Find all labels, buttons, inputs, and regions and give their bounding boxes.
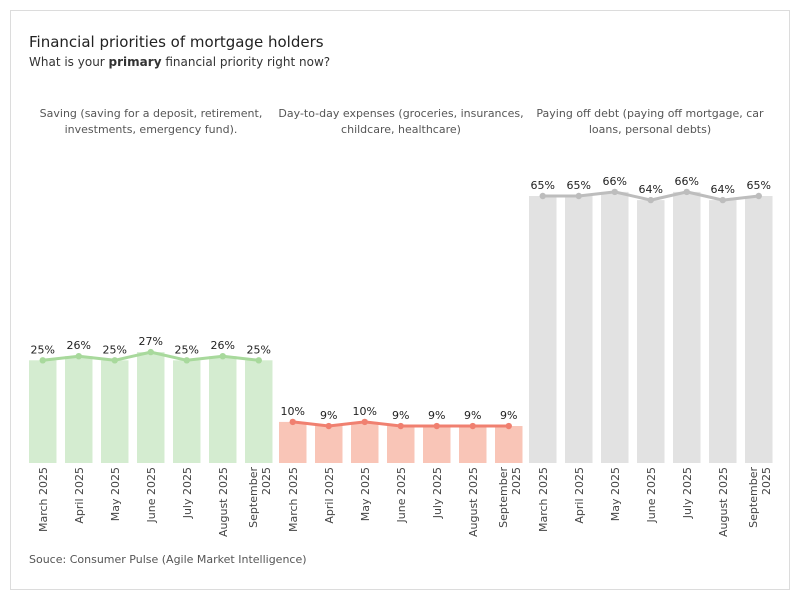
point-expenses-april-2025 [325,422,332,430]
bar-debt-september-2025 [745,196,773,463]
point-expenses-may-2025 [361,418,368,426]
chart-frame [10,10,790,590]
data-label-debt-august-2025: 64% [711,183,735,196]
data-label-debt-march-2025: 65% [531,179,555,192]
bar-debt-may-2025 [601,191,629,463]
data-label-saving-may-2025: 25% [103,343,127,356]
bar-saving-june-2025 [137,352,165,463]
data-label-expenses-july-2025: 9% [428,409,445,422]
bar-saving-september-2025 [245,360,273,463]
data-label-expenses-august-2025: 9% [464,409,481,422]
bar-expenses-july-2025 [423,426,451,463]
subtitle-bold: primary [108,55,162,69]
x-tick-label-saving-july-2025: July 2025 [181,467,194,519]
point-saving-september-2025 [255,357,262,364]
x-tick-label-debt-march-2025: March 2025 [537,467,550,532]
x-tick-label-saving-august-2025: August 2025 [217,467,230,537]
x-tick-label-debt-june-2025: June 2025 [645,467,658,523]
data-label-debt-june-2025: 64% [639,183,663,196]
bar-debt-august-2025 [709,200,737,463]
bar-debt-july-2025 [673,191,701,463]
x-tick-label-debt-april-2025: April 2025 [573,467,586,524]
bar-expenses-september-2025 [495,426,523,463]
x-tick-label-debt-september-2025: September2025 [747,467,773,528]
data-label-expenses-march-2025: 10% [281,405,305,418]
data-label-debt-july-2025: 66% [675,175,699,188]
panel-header-debt: Paying off debt (paying off mortgage, ca… [536,107,764,136]
point-saving-may-2025 [111,357,118,364]
point-debt-march-2025 [539,192,546,200]
x-tick-label-expenses-may-2025: May 2025 [359,467,372,521]
point-saving-august-2025 [219,353,226,360]
x-tick-label-expenses-june-2025: June 2025 [395,467,408,523]
data-label-saving-september-2025: 25% [247,343,271,356]
bar-expenses-may-2025 [351,421,379,463]
point-debt-july-2025 [683,188,690,196]
chart-title: Financial priorities of mortgage holders [29,33,324,51]
x-tick-label-saving-march-2025: March 2025 [37,467,50,532]
point-expenses-march-2025 [289,418,296,426]
point-saving-june-2025 [147,348,154,356]
bar-debt-march-2025 [529,196,557,463]
data-label-saving-april-2025: 26% [67,339,91,352]
x-tick-label-saving-april-2025: April 2025 [73,467,86,524]
source-note: Souce: Consumer Pulse (Agile Market Inte… [29,553,307,566]
data-label-debt-september-2025: 65% [747,179,771,192]
x-tick-label-saving-may-2025: May 2025 [109,467,122,521]
subtitle-prefix: What is your [29,55,109,69]
data-label-saving-august-2025: 26% [211,339,235,352]
bar-saving-july-2025 [173,360,201,463]
bar-expenses-august-2025 [459,426,487,463]
x-tick-label-expenses-july-2025: July 2025 [431,467,444,519]
data-label-saving-july-2025: 25% [175,343,199,356]
x-tick-label-expenses-april-2025: April 2025 [323,467,336,524]
data-label-expenses-june-2025: 9% [392,409,409,422]
panel-header-saving: Saving (saving for a deposit, retirement… [39,107,263,136]
bar-expenses-march-2025 [279,421,307,463]
point-expenses-august-2025 [469,422,476,430]
point-debt-may-2025 [611,188,618,196]
bar-saving-march-2025 [29,360,57,463]
bar-saving-august-2025 [209,356,237,463]
point-debt-april-2025 [575,192,582,200]
data-label-debt-april-2025: 65% [567,179,591,192]
bar-debt-april-2025 [565,196,593,463]
bar-saving-may-2025 [101,360,129,463]
x-tick-label-saving-september-2025: September2025 [247,467,273,528]
point-saving-april-2025 [75,353,82,360]
x-tick-label-expenses-september-2025: September2025 [497,467,523,528]
data-label-expenses-may-2025: 10% [353,405,377,418]
data-label-debt-may-2025: 66% [603,175,627,188]
data-label-saving-june-2025: 27% [139,335,163,348]
bar-expenses-june-2025 [387,426,415,463]
point-expenses-september-2025 [505,422,512,430]
bar-saving-april-2025 [65,356,93,463]
point-debt-june-2025 [647,196,654,204]
bar-debt-june-2025 [637,200,665,463]
point-expenses-june-2025 [397,422,404,430]
data-label-expenses-april-2025: 9% [320,409,337,422]
point-saving-july-2025 [183,357,190,364]
x-tick-label-debt-july-2025: July 2025 [681,467,694,519]
point-expenses-july-2025 [433,422,440,430]
data-label-saving-march-2025: 25% [31,343,55,356]
panel-header-expenses: Day-to-day expenses (groceries, insuranc… [278,107,524,136]
x-tick-label-debt-august-2025: August 2025 [717,467,730,537]
subtitle-suffix: financial priority right now? [161,55,331,69]
data-label-expenses-september-2025: 9% [500,409,517,422]
x-tick-label-expenses-march-2025: March 2025 [287,467,300,532]
point-saving-march-2025 [39,357,46,364]
point-debt-september-2025 [755,192,762,200]
bar-expenses-april-2025 [315,426,343,463]
x-tick-label-saving-june-2025: June 2025 [145,467,158,523]
point-debt-august-2025 [719,196,726,204]
x-tick-label-debt-may-2025: May 2025 [609,467,622,521]
chart-subtitle: What is your primary financial priority … [29,55,330,69]
x-tick-label-expenses-august-2025: August 2025 [467,467,480,537]
